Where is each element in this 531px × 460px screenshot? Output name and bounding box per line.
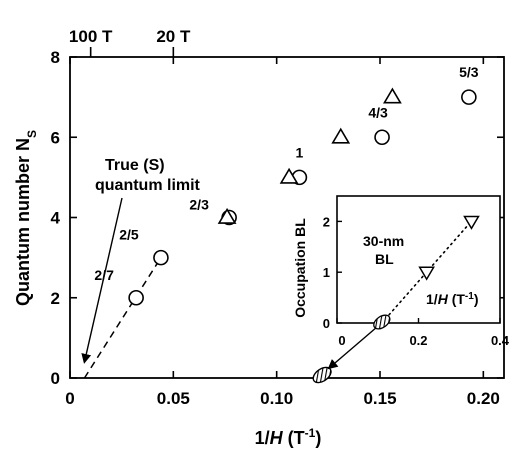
filling-factor-label: 1 bbox=[296, 144, 304, 160]
triangle-marker bbox=[383, 87, 402, 104]
x-tick-label: 0.05 bbox=[157, 389, 190, 408]
top-axis-tick-label: 20 T bbox=[156, 27, 191, 46]
filling-factor-label: 2/3 bbox=[189, 197, 209, 213]
filling-factor-label: 4/3 bbox=[368, 104, 388, 120]
circle-marker bbox=[153, 249, 169, 266]
y-tick-label: 6 bbox=[51, 128, 60, 147]
inset-y-tick-label: 1 bbox=[323, 265, 330, 280]
inset-hatched-marker bbox=[373, 314, 391, 330]
inset-x-tick-label: 0.2 bbox=[409, 333, 427, 348]
filling-factor-label: 2/5 bbox=[119, 227, 139, 243]
x-tick-label: 0 bbox=[65, 389, 74, 408]
triangle-marker bbox=[279, 167, 299, 184]
inverted-triangle-marker bbox=[418, 266, 435, 281]
filling-factor-label: 2/7 bbox=[94, 267, 114, 283]
inset-plot: 0 0.2 0.4 0 1 2 bbox=[323, 214, 510, 348]
x-tick-label: 0.15 bbox=[363, 389, 396, 408]
y-tick-label: 0 bbox=[51, 369, 60, 388]
inset-sample-label-2: BL bbox=[375, 251, 394, 267]
inset-y-tick-label: 2 bbox=[323, 214, 330, 229]
inset-y-axis-title: Occupation BL bbox=[292, 218, 308, 318]
circle-marker bbox=[374, 129, 390, 146]
y-tick-label: 4 bbox=[51, 209, 61, 228]
quantum-limit-label-2: quantum limit bbox=[95, 177, 201, 194]
inset-fit-line-dotted bbox=[381, 218, 475, 324]
inset-x-tick-label: 0.4 bbox=[491, 333, 510, 348]
triangle-marker bbox=[331, 127, 351, 144]
top-axis-tick-label: 100 T bbox=[69, 27, 113, 46]
inset-sample-label-1: 30-nm bbox=[363, 233, 404, 249]
inset-y-tick-label: 0 bbox=[323, 316, 330, 331]
x-tick-label: 0.10 bbox=[260, 389, 293, 408]
inset-x-axis-title: 1/H (T-1) bbox=[426, 291, 479, 308]
inverted-triangle-marker bbox=[463, 215, 480, 230]
y-tick-label: 8 bbox=[51, 48, 60, 67]
y-tick-label: 2 bbox=[51, 289, 60, 308]
inset-x-tick-label: 0 bbox=[338, 333, 345, 348]
inset-to-main-arrow bbox=[327, 327, 377, 370]
circle-marker bbox=[128, 289, 144, 306]
triangle-marker bbox=[217, 207, 237, 224]
quantum-limit-arrow bbox=[81, 197, 123, 364]
circle-marker bbox=[461, 89, 477, 105]
quantum-limit-label-1: True (S) bbox=[105, 157, 165, 174]
main-y-axis-title: Quantum number NS bbox=[13, 130, 39, 306]
x-tick-label: 0.20 bbox=[467, 389, 500, 408]
main-x-axis-title: 1/H (T-1) bbox=[255, 426, 322, 448]
filling-factor-label: 5/3 bbox=[459, 64, 479, 80]
